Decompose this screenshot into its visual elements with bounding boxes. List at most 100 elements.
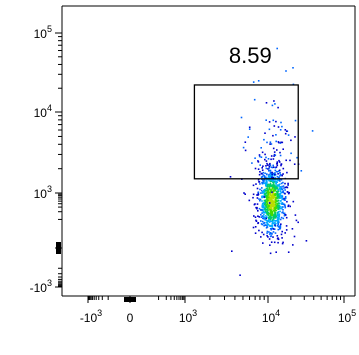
event-point (264, 190, 267, 192)
event-point (272, 222, 275, 225)
event-point (279, 174, 281, 177)
event-point (264, 219, 266, 221)
event-point (277, 189, 280, 191)
event-point (268, 238, 271, 240)
event-point (271, 200, 273, 203)
event-point (256, 207, 258, 210)
event-point (278, 214, 281, 216)
event-point (263, 190, 266, 193)
event-point (283, 212, 286, 215)
gate-rectangle[interactable] (193, 84, 299, 180)
event-point (285, 225, 288, 227)
event-point (279, 194, 281, 196)
event-point (269, 207, 272, 209)
event-point (262, 217, 264, 220)
points-layer (56, 47, 314, 302)
event-point (268, 188, 271, 190)
event-point (266, 192, 269, 194)
event-point (271, 186, 274, 189)
event-point (263, 203, 266, 205)
event-point (269, 191, 272, 193)
event-point (277, 193, 280, 196)
event-point (267, 168, 269, 170)
event-point (271, 233, 273, 235)
event-point (253, 98, 256, 101)
event-point (294, 214, 297, 216)
event-point (276, 213, 279, 215)
event-point (271, 226, 274, 228)
event-point (272, 231, 275, 233)
event-point (260, 172, 263, 175)
event-point (267, 196, 270, 199)
event-point (275, 222, 277, 225)
event-point (279, 192, 282, 195)
event-point (261, 223, 264, 226)
event-point (268, 128, 271, 131)
event-point (256, 187, 259, 190)
event-point (260, 223, 263, 225)
event-point (274, 224, 276, 227)
event-point (263, 182, 265, 185)
event-point (271, 104, 274, 107)
event-point (289, 159, 291, 162)
event-point (273, 151, 276, 153)
event-point (276, 181, 278, 183)
event-point (280, 191, 283, 194)
event-point (262, 211, 265, 213)
event-point (264, 207, 266, 210)
event-point (262, 242, 264, 244)
event-point (272, 166, 275, 168)
event-point (281, 185, 283, 188)
event-point (264, 200, 267, 202)
event-point (284, 206, 287, 209)
event-point (274, 217, 277, 219)
event-point (281, 230, 283, 233)
event-point (270, 158, 272, 161)
event-point (260, 176, 263, 178)
event-point (268, 218, 270, 221)
event-point (269, 201, 271, 203)
event-point (256, 203, 259, 205)
event-point (292, 67, 294, 69)
y-tick-label: 104 (34, 103, 52, 120)
event-point (272, 219, 275, 222)
event-point (259, 164, 261, 166)
event-point (269, 183, 272, 185)
event-point (259, 198, 262, 201)
event-point (261, 215, 264, 217)
event-point (269, 193, 271, 195)
event-point (274, 172, 276, 174)
event-point (244, 141, 247, 143)
event-point (268, 179, 270, 182)
event-point (257, 191, 260, 193)
event-point (275, 215, 277, 217)
event-point (274, 189, 277, 192)
event-point (278, 193, 280, 195)
event-point (248, 199, 251, 202)
event-point (286, 191, 289, 193)
event-point (267, 197, 270, 200)
event-point (280, 200, 282, 202)
event-point (268, 208, 271, 210)
event-point (266, 196, 268, 198)
event-point (274, 173, 276, 176)
event-point (280, 179, 283, 181)
event-point (276, 192, 279, 194)
event-point (273, 194, 276, 196)
event-point (277, 221, 279, 224)
event-point (269, 232, 272, 234)
event-point (261, 195, 263, 198)
event-point (265, 102, 268, 104)
event-point (268, 204, 270, 207)
event-point (274, 181, 277, 183)
event-point (271, 210, 274, 213)
event-point (276, 195, 279, 198)
event-point (264, 217, 266, 219)
event-point (256, 194, 258, 196)
event-point (261, 187, 263, 189)
event-point (263, 191, 265, 194)
event-point (287, 205, 289, 208)
event-point (274, 232, 277, 234)
event-point (268, 202, 271, 204)
event-point (274, 196, 277, 199)
